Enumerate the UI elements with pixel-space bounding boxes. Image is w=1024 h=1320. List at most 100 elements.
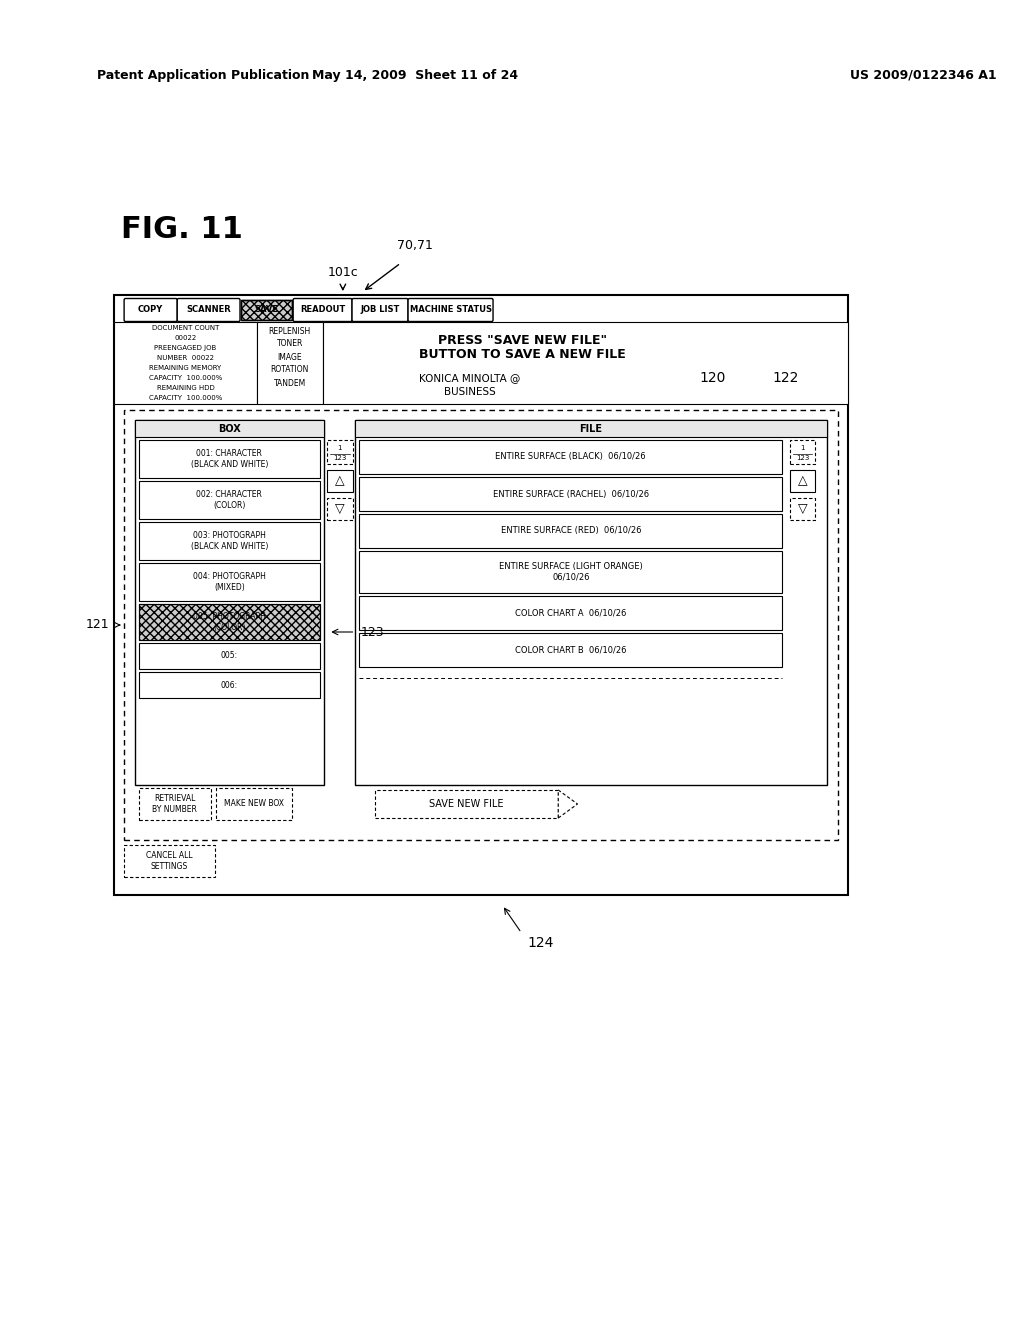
Text: 1: 1 <box>801 445 805 451</box>
Text: TONER: TONER <box>276 339 303 348</box>
Bar <box>375 789 558 818</box>
Text: 002: CHARACTER
(COLOR): 002: CHARACTER (COLOR) <box>197 490 262 510</box>
Text: COLOR CHART B  06/10/26: COLOR CHART B 06/10/26 <box>515 645 627 655</box>
Bar <box>359 440 782 474</box>
FancyBboxPatch shape <box>408 298 493 322</box>
Bar <box>328 440 352 465</box>
Bar <box>139 440 319 478</box>
Text: 001: CHARACTER
(BLACK AND WHITE): 001: CHARACTER (BLACK AND WHITE) <box>190 449 268 469</box>
Bar <box>139 564 319 601</box>
Text: ROTATION: ROTATION <box>270 364 309 374</box>
Bar <box>359 634 782 667</box>
Text: SAVE: SAVE <box>255 305 279 314</box>
Bar <box>139 605 319 640</box>
Bar <box>242 300 292 319</box>
Text: CAPACITY  100.000%: CAPACITY 100.000% <box>148 375 222 381</box>
Text: BUTTON TO SAVE A NEW FILE: BUTTON TO SAVE A NEW FILE <box>419 348 626 362</box>
Text: 123: 123 <box>796 455 809 461</box>
Text: ENTIRE SURFACE (RACHEL)  06/10/26: ENTIRE SURFACE (RACHEL) 06/10/26 <box>493 490 649 499</box>
Text: 123: 123 <box>333 455 347 461</box>
Bar <box>328 470 352 492</box>
Text: May 14, 2009  Sheet 11 of 24: May 14, 2009 Sheet 11 of 24 <box>312 69 518 82</box>
Bar <box>216 788 292 820</box>
Bar <box>242 300 292 319</box>
Text: 003: PHOTOGRAPH
(BLACK AND WHITE): 003: PHOTOGRAPH (BLACK AND WHITE) <box>190 531 268 550</box>
Text: 005:: 005: <box>221 652 238 660</box>
Text: JOB LIST: JOB LIST <box>360 305 399 314</box>
Text: 1: 1 <box>338 445 342 451</box>
Text: ▽: ▽ <box>798 503 807 516</box>
Text: 121: 121 <box>86 619 110 631</box>
Text: READOUT: READOUT <box>300 305 345 314</box>
Text: 004: PHOTOGRAPH
(MIXED): 004: PHOTOGRAPH (MIXED) <box>193 573 266 591</box>
Text: ENTIRE SURFACE (BLACK)  06/10/26: ENTIRE SURFACE (BLACK) 06/10/26 <box>496 453 646 462</box>
Bar <box>791 498 815 520</box>
FancyBboxPatch shape <box>177 298 240 322</box>
Bar <box>323 322 848 404</box>
Text: PREENGAGED JOB: PREENGAGED JOB <box>155 345 216 351</box>
Bar <box>114 322 257 404</box>
Bar <box>135 420 324 785</box>
Text: 123: 123 <box>360 626 384 639</box>
Bar <box>359 513 782 548</box>
Text: COPY: COPY <box>138 305 163 314</box>
Bar <box>359 597 782 630</box>
Bar <box>355 420 826 437</box>
Text: 124: 124 <box>527 936 554 950</box>
Text: △: △ <box>335 474 345 487</box>
Text: MACHINE STATUS: MACHINE STATUS <box>410 305 492 314</box>
Bar <box>139 643 319 669</box>
Text: BOX: BOX <box>218 424 241 433</box>
Text: RETRIEVAL
BY NUMBER: RETRIEVAL BY NUMBER <box>153 795 198 813</box>
Text: BUSINESS: BUSINESS <box>443 387 496 397</box>
Text: REMAINING HDD: REMAINING HDD <box>157 385 214 391</box>
Bar <box>124 411 839 840</box>
Text: COLOR CHART A  06/10/26: COLOR CHART A 06/10/26 <box>515 609 627 618</box>
FancyBboxPatch shape <box>352 298 408 322</box>
Bar <box>257 322 323 404</box>
Text: 122: 122 <box>772 371 799 385</box>
Bar <box>359 477 782 511</box>
Bar <box>139 521 319 560</box>
Text: SAVE NEW FILE: SAVE NEW FILE <box>429 799 504 809</box>
Text: IMAGE: IMAGE <box>278 352 302 362</box>
Bar <box>135 420 324 437</box>
Bar <box>139 788 211 820</box>
Bar <box>355 420 826 785</box>
Text: Patent Application Publication: Patent Application Publication <box>96 69 309 82</box>
Text: ▽: ▽ <box>335 503 345 516</box>
Bar <box>139 480 319 519</box>
FancyBboxPatch shape <box>293 298 352 322</box>
Bar <box>791 440 815 465</box>
Text: 005: PHOTOGRAPH
(COLOR): 005: PHOTOGRAPH (COLOR) <box>193 612 266 632</box>
Text: 00022: 00022 <box>174 335 197 341</box>
Text: ENTIRE SURFACE (LIGHT ORANGE)
06/10/26: ENTIRE SURFACE (LIGHT ORANGE) 06/10/26 <box>499 562 643 582</box>
Bar <box>791 470 815 492</box>
Text: ENTIRE SURFACE (RED)  06/10/26: ENTIRE SURFACE (RED) 06/10/26 <box>501 527 641 536</box>
Text: SCANNER: SCANNER <box>186 305 231 314</box>
Text: CAPACITY  100.000%: CAPACITY 100.000% <box>148 395 222 401</box>
Text: 120: 120 <box>699 371 726 385</box>
Bar <box>328 498 352 520</box>
Text: 101c: 101c <box>328 265 358 279</box>
Text: TANDEM: TANDEM <box>273 380 306 388</box>
Text: DOCUMENT COUNT: DOCUMENT COUNT <box>152 325 219 331</box>
Text: KONICA MINOLTA @: KONICA MINOLTA @ <box>419 374 520 383</box>
Text: △: △ <box>798 474 807 487</box>
Text: REMAINING MEMORY: REMAINING MEMORY <box>150 366 221 371</box>
FancyBboxPatch shape <box>124 298 177 322</box>
Text: 006:: 006: <box>221 681 238 689</box>
Bar <box>139 605 319 640</box>
Text: FILE: FILE <box>580 424 602 433</box>
Bar <box>139 672 319 698</box>
Text: US 2009/0122346 A1: US 2009/0122346 A1 <box>850 69 996 82</box>
Bar <box>124 845 215 876</box>
Text: PRESS "SAVE NEW FILE": PRESS "SAVE NEW FILE" <box>437 334 607 346</box>
Bar <box>359 550 782 593</box>
Text: NUMBER  00022: NUMBER 00022 <box>157 355 214 360</box>
Polygon shape <box>558 789 578 818</box>
Bar <box>114 294 848 895</box>
Text: CANCEL ALL
SETTINGS: CANCEL ALL SETTINGS <box>145 851 193 871</box>
Text: REPLENISH: REPLENISH <box>268 327 311 337</box>
Text: FIG. 11: FIG. 11 <box>121 215 243 244</box>
